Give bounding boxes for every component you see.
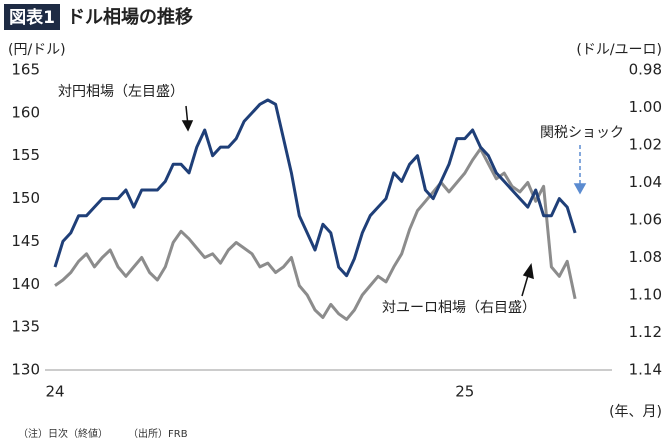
y2-tick-label: 1.10 [629, 286, 662, 304]
badge: 図表1 [9, 7, 55, 28]
x-axis-label: (年、月) [609, 404, 662, 420]
y2-tick-label: 1.06 [629, 211, 662, 229]
footnote: （出所）FRB [128, 427, 188, 440]
y-tick-label: 150 [11, 189, 40, 207]
footnote: （注）日次（終値） [18, 427, 108, 440]
y-axis-label: (円/ドル) [8, 42, 66, 58]
y-tick-label: 140 [11, 275, 40, 293]
y2-tick-label: 1.00 [629, 98, 662, 116]
y2-tick-label: 1.04 [629, 173, 662, 191]
y-tick-label: 155 [11, 146, 40, 164]
y-tick-label: 165 [11, 61, 40, 79]
y2-tick-label: 1.14 [629, 361, 662, 379]
line-series [53, 98, 577, 278]
chart-title: ドル相場の推移 [67, 6, 193, 28]
y2-tick-label: 1.08 [629, 248, 662, 266]
x-tick-label: 24 [45, 383, 64, 401]
line-series [54, 147, 577, 321]
y-tick-label: 145 [11, 232, 40, 250]
y-tick-label: 160 [11, 103, 40, 121]
y2-tick-label: 1.12 [629, 323, 662, 341]
annotation: 対ユーロ相場（右目盛） [382, 300, 536, 316]
arrows [181, 105, 587, 297]
annotation: 対円相場（左目盛） [58, 84, 184, 100]
x-tick-label: 25 [455, 383, 474, 401]
annotation: 関税ショック [540, 125, 624, 141]
y-tick-label: 135 [11, 318, 40, 336]
y2-tick-label: 0.98 [629, 61, 662, 79]
y-tick-label: 130 [11, 361, 40, 379]
y2-axis-label: (ドル/ユーロ) [576, 42, 662, 58]
badge-bg [4, 4, 60, 30]
y2-tick-label: 1.02 [629, 136, 662, 154]
